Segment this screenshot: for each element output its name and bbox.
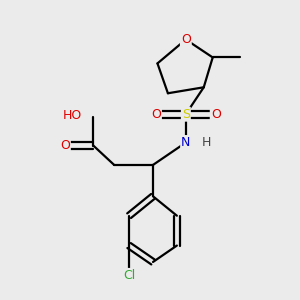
Text: Cl: Cl — [123, 269, 135, 282]
Text: O: O — [151, 108, 161, 121]
Text: HO: HO — [63, 109, 82, 122]
Text: H: H — [202, 136, 211, 149]
Text: O: O — [211, 108, 220, 121]
Text: S: S — [182, 108, 190, 121]
Text: O: O — [181, 33, 191, 46]
Text: O: O — [60, 139, 70, 152]
Text: N: N — [181, 136, 190, 149]
